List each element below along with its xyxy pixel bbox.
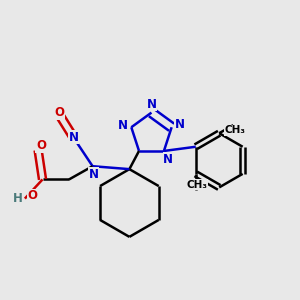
- Text: N: N: [68, 131, 78, 144]
- Text: N: N: [88, 168, 98, 181]
- Text: CH₃: CH₃: [187, 180, 208, 190]
- Text: CH₃: CH₃: [224, 125, 245, 135]
- Text: H: H: [13, 192, 22, 205]
- Text: N: N: [118, 119, 128, 132]
- Text: O: O: [27, 189, 37, 202]
- Text: N: N: [146, 98, 157, 111]
- Text: O: O: [54, 106, 64, 119]
- Text: O: O: [36, 139, 46, 152]
- Text: N: N: [163, 153, 173, 166]
- Text: N: N: [175, 118, 185, 131]
